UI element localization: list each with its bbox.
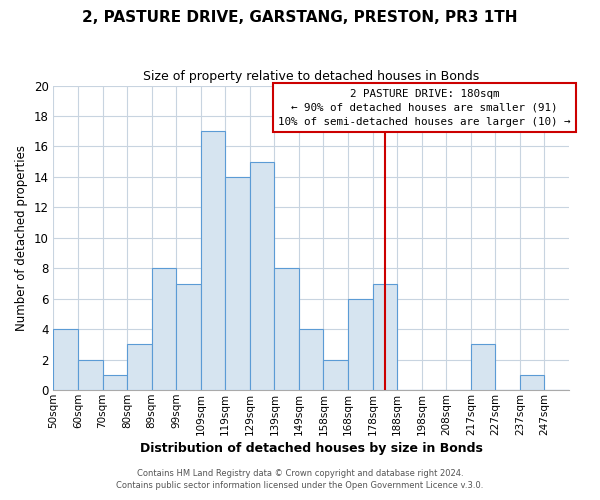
Bar — [103, 375, 127, 390]
Bar — [520, 375, 544, 390]
Bar — [127, 344, 152, 390]
Text: Contains HM Land Registry data © Crown copyright and database right 2024.
Contai: Contains HM Land Registry data © Crown c… — [116, 468, 484, 490]
Bar — [201, 131, 225, 390]
Bar — [323, 360, 348, 390]
Bar — [53, 329, 78, 390]
Bar — [373, 284, 397, 390]
Bar — [225, 177, 250, 390]
X-axis label: Distribution of detached houses by size in Bonds: Distribution of detached houses by size … — [140, 442, 482, 455]
Bar — [78, 360, 103, 390]
Bar — [176, 284, 201, 390]
Bar — [471, 344, 496, 390]
Bar — [299, 329, 323, 390]
Text: 2 PASTURE DRIVE: 180sqm
← 90% of detached houses are smaller (91)
10% of semi-de: 2 PASTURE DRIVE: 180sqm ← 90% of detache… — [278, 88, 571, 126]
Bar — [152, 268, 176, 390]
Text: 2, PASTURE DRIVE, GARSTANG, PRESTON, PR3 1TH: 2, PASTURE DRIVE, GARSTANG, PRESTON, PR3… — [82, 10, 518, 25]
Y-axis label: Number of detached properties: Number of detached properties — [15, 145, 28, 331]
Title: Size of property relative to detached houses in Bonds: Size of property relative to detached ho… — [143, 70, 479, 83]
Bar — [250, 162, 274, 390]
Bar — [274, 268, 299, 390]
Bar — [348, 299, 373, 390]
